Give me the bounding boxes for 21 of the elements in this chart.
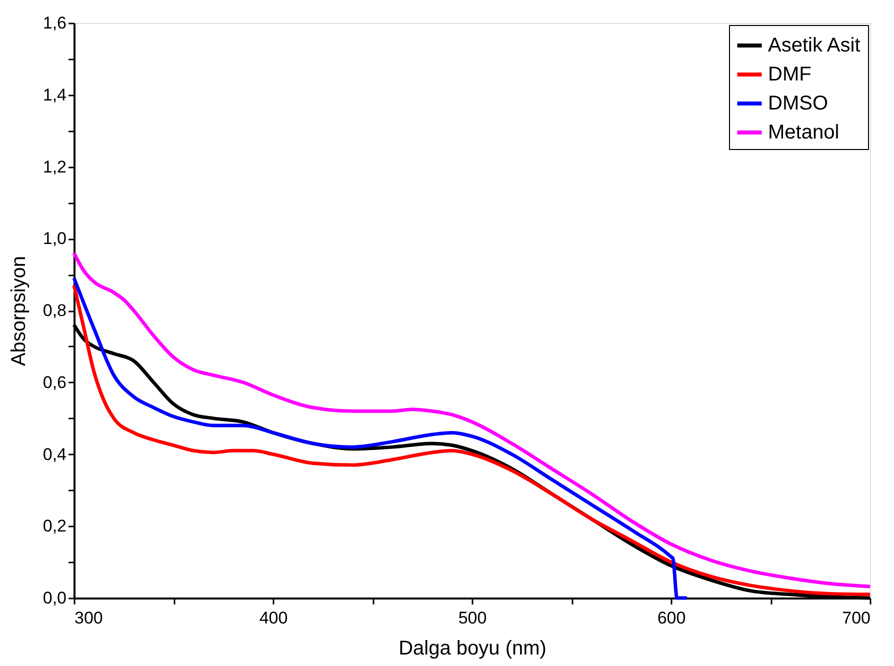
y-tick-label: 0,4 — [42, 444, 66, 464]
y-tick-label: 1,4 — [42, 85, 66, 104]
x-tick-label: 500 — [458, 608, 487, 628]
x-tick-label: 400 — [259, 608, 288, 628]
x-tick-label: 300 — [74, 608, 103, 628]
y-axis-title: Absorpsiyon — [8, 256, 30, 366]
y-tick-label: 0,0 — [42, 588, 66, 608]
legend-label: Asetik Asit — [768, 34, 861, 56]
legend-label: DMSO — [768, 92, 828, 114]
y-tick-label: 1,6 — [42, 14, 66, 32]
legend-label: Metanol — [768, 122, 840, 144]
y-tick-label: 1,0 — [42, 229, 66, 248]
line-series — [72, 276, 689, 600]
y-tick-label: 1,2 — [42, 157, 66, 176]
x-tick-label: 600 — [657, 608, 686, 628]
x-axis-title: Dalga boyu (nm) — [398, 638, 546, 660]
y-tick-label: 0,2 — [42, 516, 66, 536]
x-tick-label: 700 — [842, 608, 870, 628]
y-tick-label: 0,6 — [42, 372, 66, 392]
y-tick-label: 0,8 — [42, 301, 66, 320]
legend-label: DMF — [768, 64, 812, 86]
